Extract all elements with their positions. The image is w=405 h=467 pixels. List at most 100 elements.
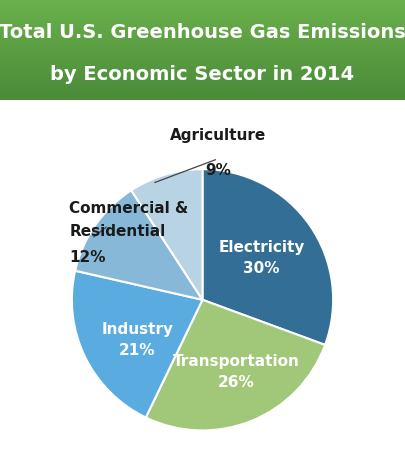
Bar — [0, 73, 405, 74]
Text: by Economic Sector in 2014: by Economic Sector in 2014 — [51, 65, 354, 84]
Bar — [0, 96, 405, 98]
Bar — [0, 60, 405, 61]
Bar — [0, 64, 405, 65]
Bar — [0, 87, 405, 88]
Bar — [0, 45, 405, 46]
Bar — [0, 7, 405, 8]
Wedge shape — [202, 169, 333, 345]
Bar — [0, 55, 405, 56]
Bar — [0, 83, 405, 85]
Bar — [0, 75, 405, 76]
Bar — [0, 15, 405, 16]
Bar — [0, 53, 405, 54]
Text: 21%: 21% — [119, 343, 156, 358]
Bar — [0, 89, 405, 90]
Bar — [0, 90, 405, 92]
Bar — [0, 79, 405, 80]
Text: Commercial &: Commercial & — [69, 201, 188, 216]
Bar — [0, 4, 405, 5]
Bar — [0, 18, 405, 19]
Bar — [0, 66, 405, 67]
Bar — [0, 49, 405, 50]
Bar — [0, 24, 405, 25]
Bar — [0, 63, 405, 64]
Text: Total U.S. Greenhouse Gas Emissions: Total U.S. Greenhouse Gas Emissions — [0, 22, 405, 42]
Bar — [0, 74, 405, 75]
Wedge shape — [131, 169, 202, 300]
Bar — [0, 62, 405, 63]
Bar — [0, 35, 405, 36]
Bar — [0, 80, 405, 81]
Bar — [0, 95, 405, 96]
Bar — [0, 51, 405, 52]
Bar — [0, 47, 405, 48]
Bar — [0, 94, 405, 95]
Bar — [0, 12, 405, 13]
Bar — [0, 61, 405, 62]
Bar — [0, 92, 405, 93]
Text: 9%: 9% — [205, 163, 231, 177]
Text: 26%: 26% — [217, 375, 254, 390]
Bar — [0, 88, 405, 89]
Bar — [0, 85, 405, 86]
Bar — [0, 67, 405, 68]
Wedge shape — [75, 191, 202, 300]
Bar — [0, 3, 405, 4]
Bar — [0, 50, 405, 51]
Bar — [0, 5, 405, 6]
Bar — [0, 86, 405, 87]
Bar — [0, 9, 405, 10]
Bar — [0, 27, 405, 28]
Bar — [0, 11, 405, 12]
Text: Industry: Industry — [101, 322, 173, 337]
Bar — [0, 82, 405, 83]
Text: Electricity: Electricity — [219, 240, 305, 255]
Bar — [0, 30, 405, 31]
Bar — [0, 8, 405, 9]
Bar — [0, 69, 405, 70]
Bar — [0, 33, 405, 34]
Bar — [0, 1, 405, 2]
Bar — [0, 71, 405, 72]
Bar — [0, 13, 405, 14]
Wedge shape — [146, 300, 325, 431]
Bar — [0, 48, 405, 49]
Bar — [0, 34, 405, 35]
Bar — [0, 98, 405, 99]
Bar — [0, 20, 405, 21]
Bar — [0, 17, 405, 18]
Bar — [0, 78, 405, 79]
Bar — [0, 32, 405, 33]
Bar — [0, 99, 405, 100]
Bar — [0, 52, 405, 53]
Bar — [0, 68, 405, 69]
Bar — [0, 26, 405, 27]
Bar — [0, 0, 405, 1]
Bar — [0, 21, 405, 22]
Bar — [0, 25, 405, 26]
Bar — [0, 19, 405, 20]
Bar — [0, 57, 405, 58]
Bar — [0, 93, 405, 94]
Bar — [0, 29, 405, 30]
Text: Residential: Residential — [69, 224, 166, 240]
Bar — [0, 42, 405, 43]
Bar — [0, 2, 405, 3]
Bar — [0, 70, 405, 71]
Bar — [0, 39, 405, 40]
Bar — [0, 44, 405, 45]
Bar — [0, 37, 405, 38]
Bar — [0, 23, 405, 24]
Bar — [0, 16, 405, 17]
Bar — [0, 6, 405, 7]
Bar — [0, 41, 405, 42]
Bar — [0, 72, 405, 73]
Bar — [0, 28, 405, 29]
Bar — [0, 56, 405, 57]
Bar — [0, 14, 405, 15]
Text: 12%: 12% — [69, 250, 106, 266]
Bar — [0, 10, 405, 11]
Text: 30%: 30% — [243, 261, 280, 276]
Bar — [0, 22, 405, 23]
Bar — [0, 65, 405, 66]
